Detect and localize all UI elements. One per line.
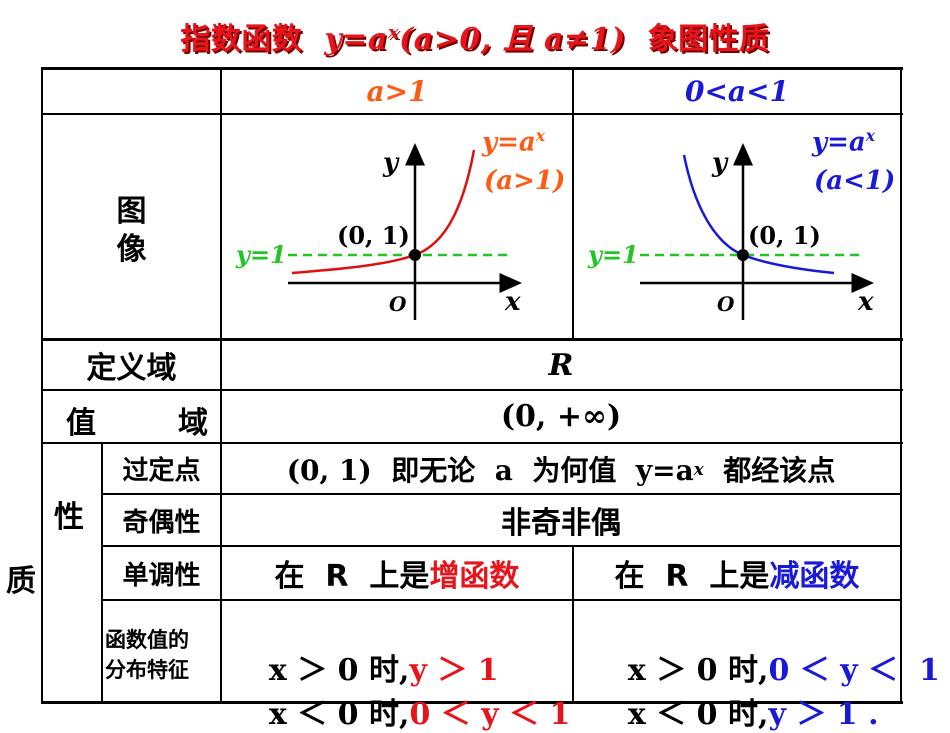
right-origin-label: O <box>717 292 735 316</box>
right-hline-label: y=1 <box>588 240 639 269</box>
header-col2-text: 0<a<1 <box>684 75 790 108</box>
dist-left-line-1: x ＞ 0 时,y ＞ 1 <box>248 610 499 689</box>
table-border-top <box>41 67 903 70</box>
property-label: 性 <box>54 500 84 535</box>
right-x-label: x <box>858 287 874 317</box>
dist-right-1-value: 0 ＜ y ＜ 1 <box>768 653 940 688</box>
table-border-left <box>41 67 43 704</box>
right-curve-cond: (a<1) <box>814 166 896 196</box>
row-line <box>101 493 902 495</box>
range-label-1: 值 <box>66 406 96 441</box>
dist-left-2-cond: x ＜ 0 时, <box>268 697 410 732</box>
header-a-greater-1: a>1 <box>222 70 572 113</box>
left-hline-label: y=1 <box>236 240 287 269</box>
left-curve-label-exp: x <box>535 126 546 145</box>
graph-a-greater-1 <box>288 143 522 320</box>
fixed-point-text: (0, 1) 即无论 a 为何值 y=a <box>286 453 694 487</box>
fixed-point-dot <box>737 249 749 261</box>
title-condition: (a>0, 且 a≠1) <box>399 22 626 57</box>
dist-right-2-value: y ＞ 1 . <box>768 697 879 732</box>
right-curve-label: y=ax <box>812 126 875 158</box>
table-border-bottom <box>41 701 903 704</box>
right-curve-label-exp: x <box>865 126 876 145</box>
dist-label-2: 分布特征 <box>105 658 189 682</box>
range-label-2: 域 <box>178 406 208 441</box>
parity-label: 奇偶性 <box>122 507 201 538</box>
left-point-label: (0, 1) <box>337 221 410 250</box>
title-prefix: 指数函数 <box>180 22 303 57</box>
property-label-2: 质 <box>6 564 36 599</box>
row-line <box>41 113 903 115</box>
fixed-point-tail: 都经该点 <box>703 453 836 487</box>
dist-right-line-2: x ＜ 0 时,y ＞ 1 . <box>607 654 879 733</box>
col-line <box>101 442 103 704</box>
dist-left-1-value: y ＞ 1 <box>409 653 499 688</box>
dist-right-line-1: x ＞ 0 时,0 ＜ y ＜ 1 <box>607 610 940 689</box>
row-line <box>101 599 902 601</box>
left-x-label: x <box>505 287 521 317</box>
left-origin-label: O <box>389 292 407 316</box>
row-line <box>41 389 903 391</box>
mono-right-value: 减函数 <box>769 559 860 594</box>
fixed-point-dot <box>409 249 421 261</box>
col-line <box>572 67 574 341</box>
domain-label: 定义域 <box>86 351 177 386</box>
dist-label-1: 函数值的 <box>105 628 189 652</box>
row-line <box>41 338 903 341</box>
header-a-between-0-1: 0<a<1 <box>574 70 900 113</box>
right-y-label: y <box>712 148 728 178</box>
row-line <box>101 545 902 547</box>
right-point-label: (0, 1) <box>748 221 821 250</box>
right-curve-label-base: y=a <box>812 127 866 158</box>
left-y-label: y <box>383 148 399 178</box>
graph-a-between-0-1 <box>640 143 874 320</box>
domain-value: R <box>548 347 574 383</box>
mono-left-value: 增函数 <box>429 559 520 594</box>
header-col1-text: a>1 <box>366 75 428 108</box>
dist-left-2-value: 0 ＜ y ＜ 1 <box>409 697 571 732</box>
title-formula-base: y=a <box>324 22 388 57</box>
mono-right: 在 R 上是 减函数 <box>574 547 900 599</box>
image-label-2: 像 <box>116 232 147 267</box>
col-line <box>220 67 222 704</box>
mono-right-prefix: 在 R 上是 <box>614 559 770 594</box>
mono-left-prefix: 在 R 上是 <box>274 559 430 594</box>
monotonic-label: 单调性 <box>122 560 201 591</box>
parity-value: 非奇非偶 <box>501 506 621 541</box>
left-curve-cond: (a>1) <box>484 166 566 196</box>
page-title: 指数函数 y=ax(a>0, 且 a≠1) 象图性质 <box>0 14 950 58</box>
left-curve-label: y=ax <box>482 126 545 158</box>
fixed-point-value: (0, 1) 即无论 a 为何值 y=a x 都经该点 <box>222 444 900 493</box>
title-formula-exp: x <box>387 22 400 43</box>
mono-left: 在 R 上是 增函数 <box>222 547 572 599</box>
row-line <box>41 442 903 444</box>
table-border-right <box>900 67 902 704</box>
left-curve-label-base: y=a <box>482 127 536 158</box>
col-line <box>572 545 574 704</box>
image-label-1: 图 <box>116 194 147 229</box>
title-suffix: 象图性质 <box>647 22 770 57</box>
dist-right-2-cond: x ＜ 0 时, <box>627 697 769 732</box>
fixed-point-label: 过定点 <box>122 456 201 486</box>
title-formula: y=ax <box>324 22 399 57</box>
fixed-point-exp: x <box>693 458 704 479</box>
range-value: (0, +∞) <box>500 399 622 434</box>
dist-left-line-2: x ＜ 0 时,0 ＜ y ＜ 1 <box>248 654 571 733</box>
dist-left-1-cond: x ＞ 0 时, <box>268 653 410 688</box>
dist-right-1-cond: x ＞ 0 时, <box>627 653 769 688</box>
